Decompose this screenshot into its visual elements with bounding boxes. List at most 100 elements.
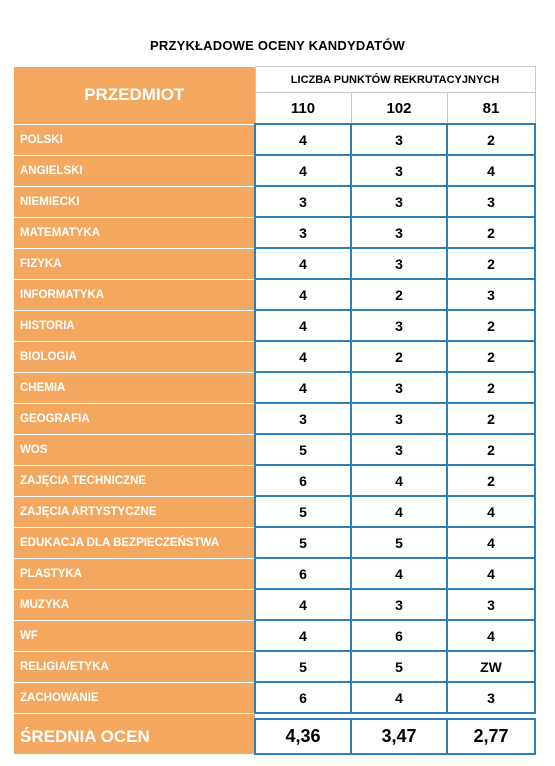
table-row: MUZYKA 4 3 3 [14,588,536,621]
table-row: ZACHOWANIE 6 4 3 [14,681,536,714]
table-row: EDUKACJA DLA BEZPIECZEŃSTWA 5 5 4 [14,526,536,559]
grade-cell: 2 [446,247,536,280]
table-row: CHEMIA 4 3 2 [14,371,536,404]
grade-cell: 4 [254,247,352,280]
grade-cell: 3 [254,216,352,249]
grade-cell: 6 [350,619,448,652]
subject-name: BIOLOGIA [14,340,255,373]
grade-cell: 2 [350,278,448,311]
grade-cell: 4 [254,278,352,311]
subject-name: HISTORIA [14,309,255,342]
grade-cell: 3 [350,402,448,435]
grade-cell: 3 [350,433,448,466]
grade-cell: 4 [254,154,352,187]
average-value: 4,36 [254,718,352,755]
average-row: ŚREDNIA OCEN 4,36 3,47 2,77 [14,718,536,755]
subject-name: GEOGRAFIA [14,402,255,435]
grade-cell: 5 [254,433,352,466]
grade-cell: 4 [446,526,536,559]
table-row: HISTORIA 4 3 2 [14,309,536,342]
grade-cell: 6 [254,681,352,714]
table-row: RELIGIA/ETYKA 5 5 ZW [14,650,536,683]
grade-cell: 4 [446,154,536,187]
grade-cell: 2 [446,371,536,404]
grade-cell: 4 [446,495,536,528]
grade-cell: 4 [350,464,448,497]
grade-cell: 3 [254,185,352,218]
table-row: PLASTYKA 6 4 4 [14,557,536,590]
average-label: ŚREDNIA OCEN [14,719,255,754]
subject-name: WOS [14,433,255,466]
subject-name: WF [14,619,255,652]
grade-cell: 5 [254,495,352,528]
grade-cell: 3 [350,216,448,249]
grade-cell: 4 [350,557,448,590]
subject-name: FIZYKA [14,247,255,280]
grade-cell: 4 [254,588,352,621]
grade-cell: 5 [350,526,448,559]
points-column-header: 110 [254,92,352,125]
table-row: WF 4 6 4 [14,619,536,652]
grade-cell: 4 [446,619,536,652]
grade-cell: 3 [446,588,536,621]
grade-cell: 2 [446,216,536,249]
grade-cell: 3 [446,185,536,218]
table-row: WOS 5 3 2 [14,433,536,466]
subject-name: ZAJĘCIA TECHNICZNE [14,464,255,497]
grade-cell: 3 [254,402,352,435]
grade-cell: 3 [446,681,536,714]
points-column-header: 81 [446,92,536,125]
subject-name: MUZYKA [14,588,255,621]
table-row: NIEMIECKI 3 3 3 [14,185,536,218]
subject-name: ZACHOWANIE [14,681,255,714]
table-row: FIZYKA 4 3 2 [14,247,536,280]
page-title: PRZYKŁADOWE OCENY KANDYDATÓW [149,38,405,53]
grade-cell: 3 [350,309,448,342]
grade-cell: 2 [446,433,536,466]
subject-column-header: PRZEDMIOT [14,66,255,124]
points-column-header: 102 [350,92,448,125]
grade-cell: 2 [350,340,448,373]
subject-name: CHEMIA [14,371,255,404]
subject-name: POLSKI [14,123,255,156]
grade-cell: 5 [254,526,352,559]
grade-cell: 4 [350,681,448,714]
grade-cell: 2 [446,402,536,435]
points-header: LICZBA PUNKTÓW REKRUTACYJNYCH [254,66,536,93]
grade-cell: 4 [254,340,352,373]
average-value: 2,77 [446,718,536,755]
grade-cell: 4 [350,495,448,528]
grade-cell: 4 [254,371,352,404]
grade-cell: 4 [254,619,352,652]
grade-cell: 4 [254,309,352,342]
grade-cell: ZW [446,650,536,683]
table-row: ZAJĘCIA ARTYSTYCZNE 5 4 4 [14,495,536,528]
table-row: GEOGRAFIA 3 3 2 [14,402,536,435]
table-row: ANGIELSKI 4 3 4 [14,154,536,187]
grade-cell: 4 [254,123,352,156]
table-row: POLSKI 4 3 2 [14,123,536,156]
grade-cell: 3 [350,154,448,187]
grade-cell: 5 [350,650,448,683]
subject-name: EDUKACJA DLA BEZPIECZEŃSTWA [14,526,255,559]
subject-name: ZAJĘCIA ARTYSTYCZNE [14,495,255,528]
grade-cell: 2 [446,464,536,497]
grade-cell: 4 [446,557,536,590]
grade-cell: 3 [446,278,536,311]
subject-name: RELIGIA/ETYKA [14,650,255,683]
grades-table: PRZEDMIOT LICZBA PUNKTÓW REKRUTACYJNYCH … [14,66,536,755]
grade-cell: 3 [350,371,448,404]
subject-name: NIEMIECKI [14,185,255,218]
subject-name: INFORMATYKA [14,278,255,311]
subject-name: ANGIELSKI [14,154,255,187]
grade-cell: 3 [350,185,448,218]
subject-name: MATEMATYKA [14,216,255,249]
table-row: MATEMATYKA 3 3 2 [14,216,536,249]
grade-cell: 3 [350,588,448,621]
grade-cell: 3 [350,247,448,280]
subject-name: PLASTYKA [14,557,255,590]
grade-cell: 3 [350,123,448,156]
grade-cell: 2 [446,309,536,342]
table-row: INFORMATYKA 4 2 3 [14,278,536,311]
table-row: BIOLOGIA 4 2 2 [14,340,536,373]
